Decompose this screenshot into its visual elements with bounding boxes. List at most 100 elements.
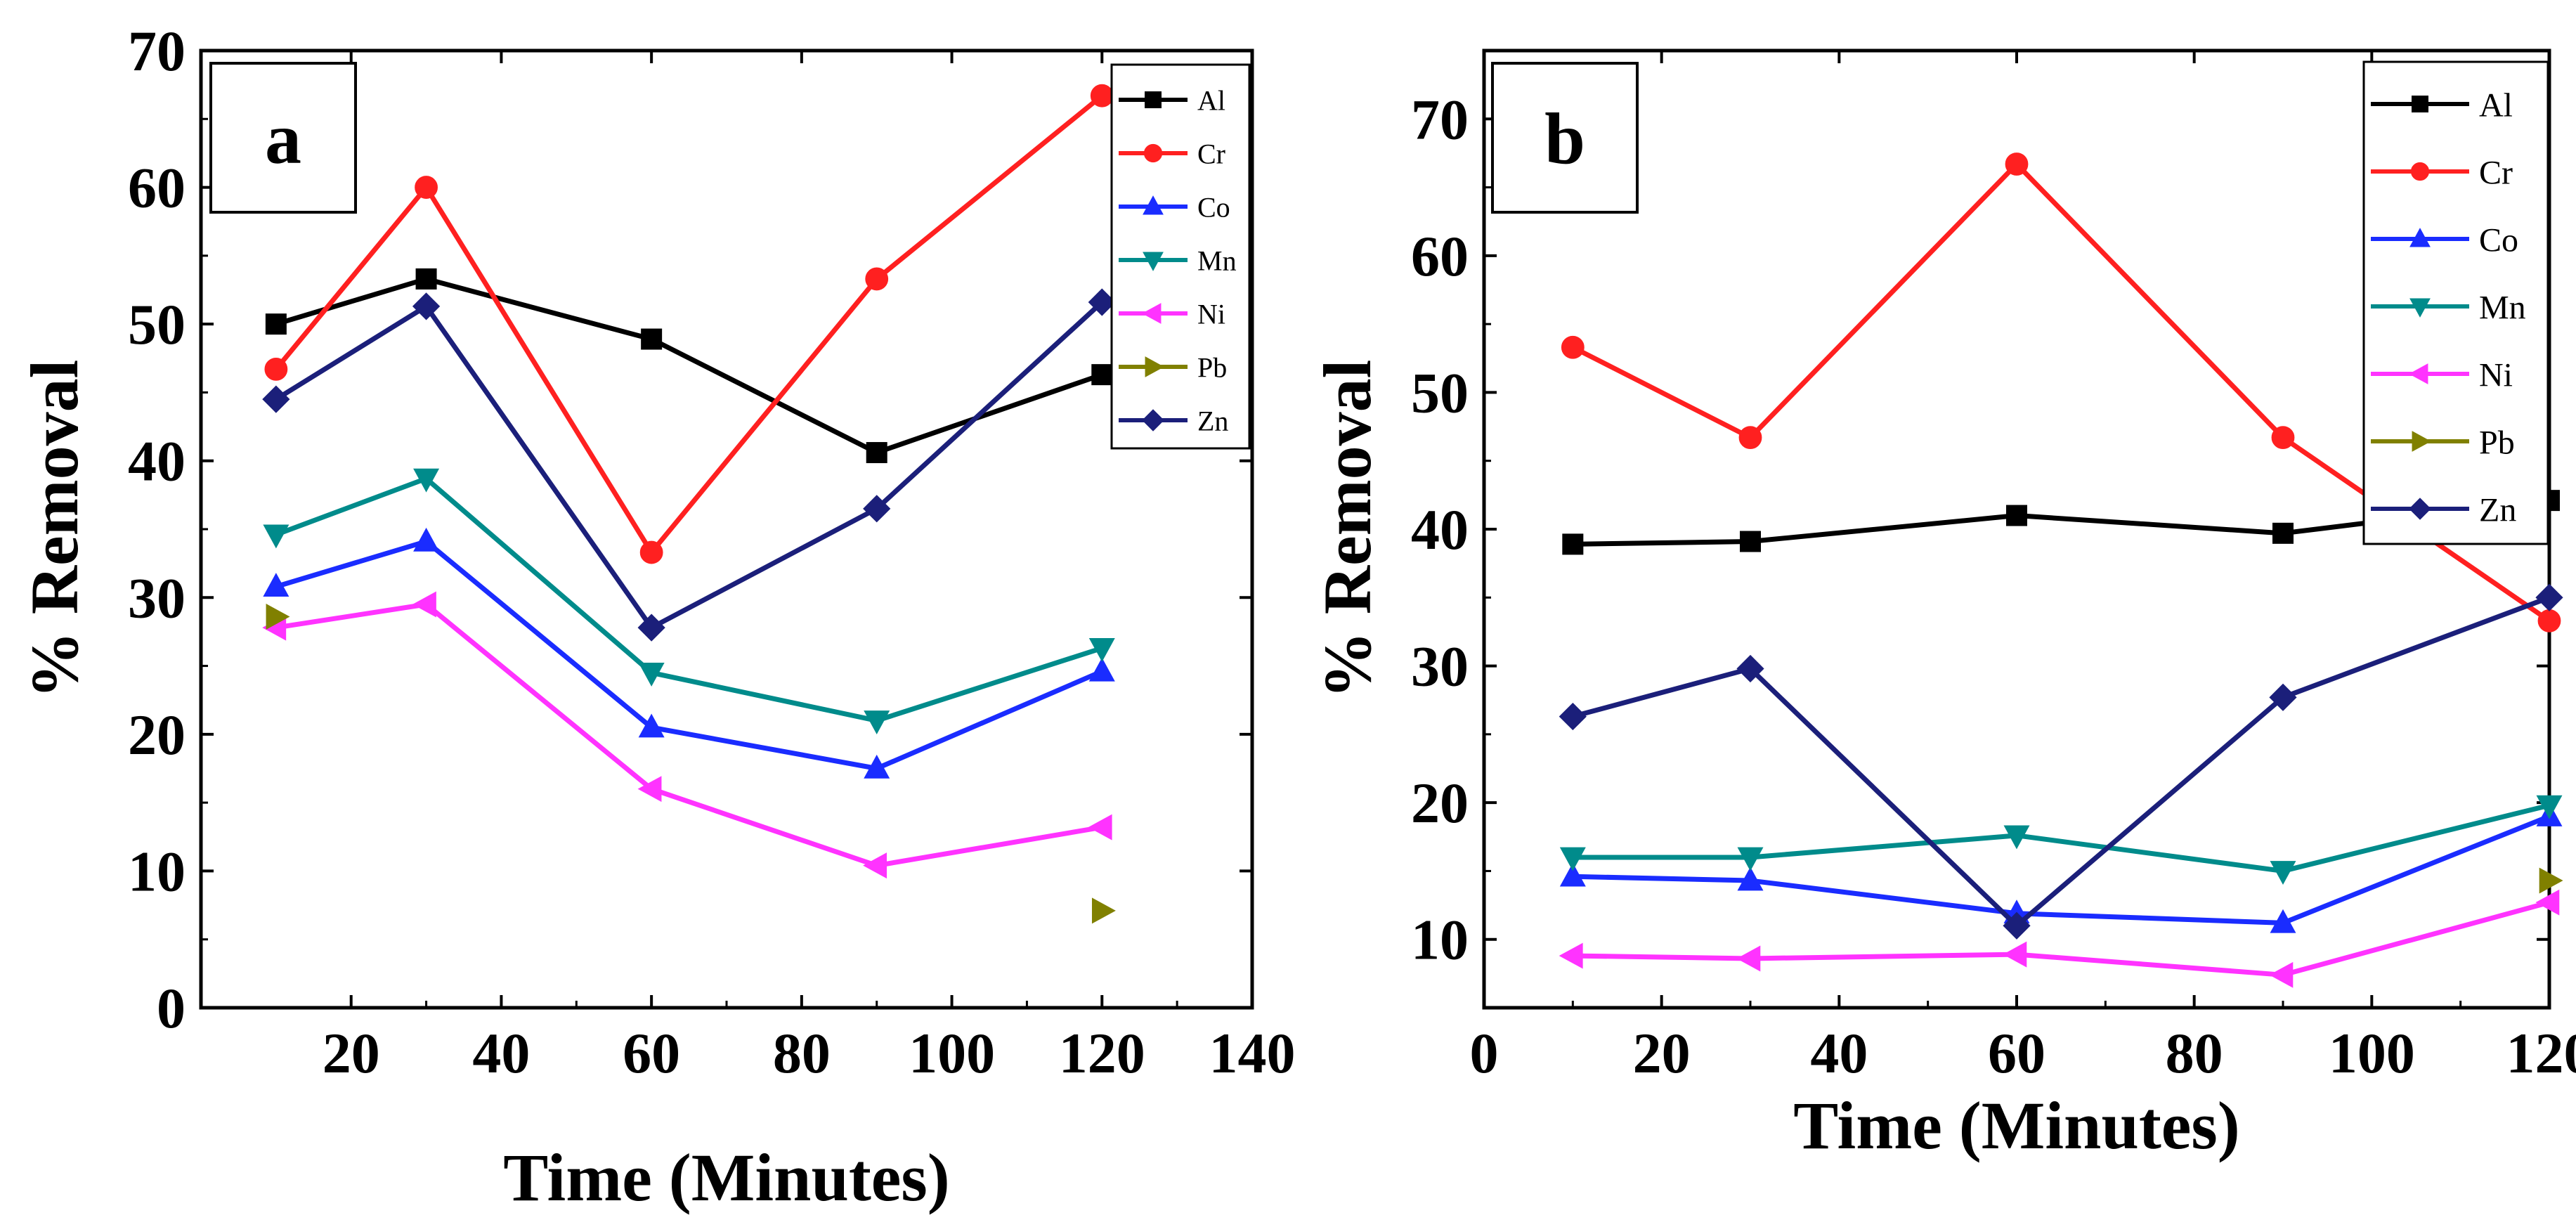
data-point-ni [2003, 941, 2027, 968]
data-point-ni [1088, 814, 1112, 840]
legend-label: Zn [2479, 491, 2516, 528]
legend-item-zn: Zn [1119, 405, 1228, 436]
legend-item-cr: Cr [1119, 138, 1225, 169]
x-tick-label: 40 [472, 1021, 530, 1085]
series-co [1559, 803, 2563, 933]
legend-label: Zn [1197, 405, 1228, 436]
legend-marker [1143, 143, 1163, 163]
data-point-mn [638, 663, 665, 687]
legend-marker [1143, 252, 1164, 271]
data-point-co [1559, 862, 1586, 887]
data-point-cr [1738, 426, 1762, 450]
legend-label: Al [1197, 84, 1225, 116]
data-point-co [263, 573, 290, 597]
data-point-cr [2005, 152, 2029, 176]
legend-frame [2362, 60, 2549, 545]
x-tick-label: 140 [1209, 1021, 1296, 1085]
x-tick-label: 80 [773, 1021, 831, 1085]
y-tick-label: 30 [128, 566, 186, 630]
legend-label: Co [2479, 221, 2518, 259]
data-point-ni [1736, 945, 1761, 972]
x-tick-label: 120 [1059, 1021, 1145, 1085]
data-point-al [1091, 364, 1113, 386]
data-point-zn [1088, 288, 1116, 316]
legend-label: Mn [2479, 289, 2526, 326]
legend-marker [2412, 431, 2431, 452]
data-point-mn [1559, 847, 1586, 871]
y-tick-label: 60 [1411, 224, 1469, 288]
series-line-mn [275, 476, 1103, 723]
data-point-co [413, 527, 440, 552]
data-point-al [2272, 522, 2294, 544]
legend: Al Cr Co Mn Ni Pb Zn [2362, 60, 2549, 545]
legend-label: Cr [1197, 138, 1225, 169]
data-point-ni [637, 776, 662, 803]
series-ni [262, 591, 1112, 879]
legend-label: Ni [2479, 356, 2513, 394]
data-point-cr [2271, 426, 2295, 450]
legend-item-zn: Zn [2371, 491, 2516, 528]
series-mn [1559, 795, 2563, 885]
data-point-al [1740, 531, 1761, 552]
data-point-cr [415, 176, 438, 199]
series-pb [266, 604, 1116, 924]
y-tick-label: 70 [128, 19, 186, 83]
legend-marker [1145, 356, 1164, 377]
y-tick-label: 0 [157, 976, 186, 1040]
legend-marker [2409, 498, 2431, 520]
y-tick-label: 40 [1411, 498, 1469, 561]
data-point-zn [637, 614, 665, 642]
plot-area-frame [199, 48, 1254, 1010]
x-tick-label: 80 [2166, 1021, 2223, 1085]
series-pb [2539, 867, 2563, 894]
data-point-zn [1736, 654, 1764, 683]
legend: Al Cr Co Mn Ni Pb Zn [1110, 63, 1251, 450]
legend-marker [2412, 96, 2428, 112]
data-point-co [1088, 657, 1115, 682]
data-point-mn [864, 710, 890, 734]
data-point-cr [865, 267, 889, 291]
data-point-al [1562, 533, 1584, 555]
data-point-zn [2269, 683, 2297, 711]
data-point-co [638, 713, 665, 738]
legend-marker [1143, 195, 1164, 215]
legend-label: Ni [1197, 298, 1225, 330]
data-point-ni [863, 852, 887, 879]
x-tick-label: 40 [1810, 1021, 1868, 1085]
legend-marker [1142, 409, 1164, 431]
legend-item-al: Al [2371, 86, 2513, 124]
legend-item-al: Al [1119, 84, 1225, 116]
data-point-co [2270, 909, 2296, 933]
data-point-cr [639, 540, 663, 564]
data-point-co [864, 754, 890, 779]
legend-item-pb: Pb [2371, 424, 2515, 461]
data-point-ni [2535, 889, 2560, 916]
legend-label: Cr [2479, 154, 2513, 191]
data-point-pb [266, 604, 290, 630]
legend-label: Pb [2479, 424, 2515, 461]
y-tick-label: 70 [1411, 87, 1469, 151]
series-cr [264, 84, 1114, 564]
x-axis-title: Time (Minutes) [503, 1140, 949, 1215]
panel-label-box [1491, 62, 1639, 214]
data-point-mn [2270, 861, 2296, 885]
series-line-co [1573, 814, 2551, 926]
legend-item-co: Co [1119, 191, 1230, 223]
x-tick-label: 120 [2506, 1021, 2576, 1085]
data-point-zn [2003, 911, 2031, 940]
series-ni [1559, 889, 2560, 988]
y-tick-label: 20 [128, 703, 186, 767]
series-al [265, 268, 1113, 464]
series-zn [262, 288, 1116, 642]
legend-marker [2409, 298, 2431, 318]
data-point-zn [1559, 702, 1587, 731]
legend-marker [2409, 228, 2431, 247]
y-tick-label: 10 [128, 839, 186, 903]
data-point-al [641, 328, 663, 350]
data-point-mn [263, 524, 290, 549]
legend-marker [2410, 162, 2430, 181]
panel-label-box [209, 62, 357, 214]
series-zn [1559, 583, 2563, 940]
legend-item-cr: Cr [2371, 154, 2513, 191]
